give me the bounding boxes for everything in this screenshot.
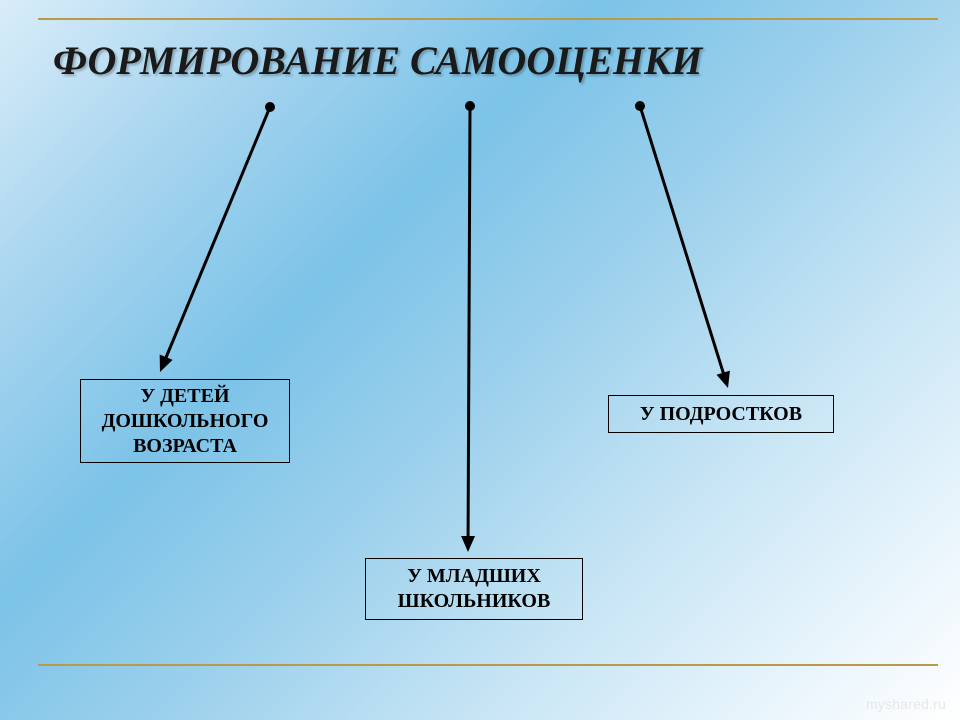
arrow-to-teens — [640, 106, 725, 379]
watermark: myshared.ru — [866, 696, 946, 712]
box-primary-school: У МЛАДШИХ ШКОЛЬНИКОВ — [365, 558, 583, 620]
slide-title: ФОРМИРОВАНИЕ САМООЦЕНКИ — [53, 37, 702, 84]
top-rule-notch — [38, 18, 50, 20]
bottom-rule — [50, 664, 938, 666]
arrow-to-primary — [468, 106, 470, 542]
box-teens: У ПОДРОСТКОВ — [608, 395, 834, 433]
arrow-to-teens-head — [717, 371, 730, 388]
arrow-to-preschool-start-dot — [265, 102, 275, 112]
arrow-to-preschool — [164, 107, 270, 363]
bottom-rule-notch — [38, 664, 50, 666]
arrow-to-primary-start-dot — [465, 101, 475, 111]
top-rule — [50, 18, 938, 20]
arrow-to-primary-head — [461, 536, 475, 552]
slide: ФОРМИРОВАНИЕ САМООЦЕНКИ У ДЕТЕЙ ДОШКОЛЬН… — [0, 0, 960, 720]
arrow-to-preschool-head — [160, 355, 173, 372]
arrow-to-teens-start-dot — [635, 101, 645, 111]
box-preschool: У ДЕТЕЙ ДОШКОЛЬНОГО ВОЗРАСТА — [80, 379, 290, 463]
